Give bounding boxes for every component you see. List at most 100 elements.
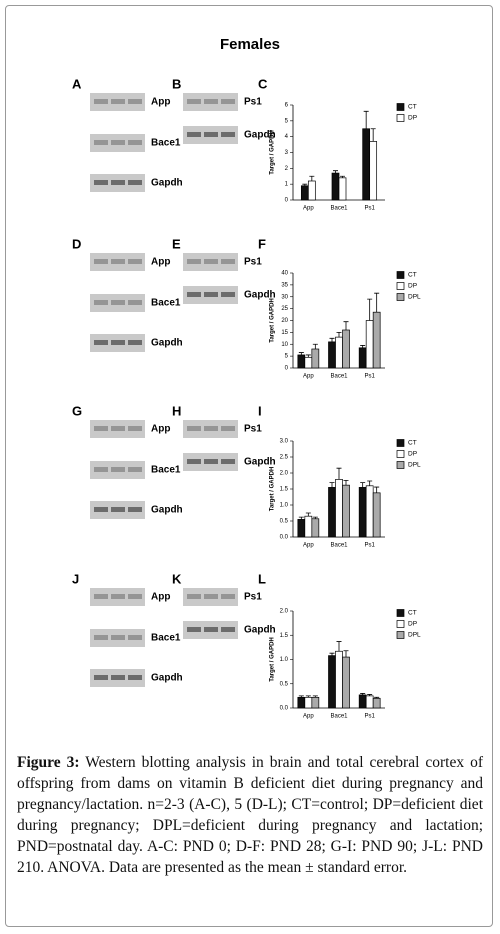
y-tick-label: 2.0 — [280, 609, 289, 615]
blot-band — [128, 507, 142, 512]
y-tick-label: 3.0 — [280, 439, 289, 445]
blot-band — [221, 594, 235, 599]
legend-swatch — [396, 620, 405, 628]
blot-band — [128, 300, 142, 305]
y-tick-label: 0.0 — [280, 706, 289, 712]
error-bar — [333, 170, 338, 174]
blot-band — [94, 507, 108, 512]
error-bar — [374, 486, 380, 493]
y-tick-label: 1.5 — [280, 633, 289, 639]
figure-title: Females — [220, 36, 280, 53]
blot-label: App — [151, 592, 170, 603]
blot-band — [128, 594, 142, 599]
bar — [365, 320, 374, 369]
blot-band — [111, 340, 125, 345]
blot-band — [221, 99, 235, 104]
panel-letter: C — [258, 76, 268, 91]
bar — [342, 656, 350, 709]
y-tick-label: 2.0 — [280, 471, 289, 477]
blot-band — [221, 627, 235, 632]
y-tick-label: 1 — [285, 182, 289, 188]
blot-band — [94, 259, 108, 264]
error-bar — [302, 183, 308, 186]
blot-label: App — [151, 424, 170, 435]
blot-band — [221, 132, 235, 137]
y-tick-label: 20 — [281, 318, 288, 324]
blot-label: Bace1 — [151, 138, 181, 149]
y-tick-label: 0 — [285, 198, 289, 204]
x-tick-label: Ps1 — [364, 714, 375, 720]
blot-band — [204, 259, 218, 264]
blot-label: Gapdh — [151, 338, 183, 349]
y-tick-label: 1.0 — [280, 503, 289, 509]
bar — [307, 180, 316, 201]
panel-letter: E — [172, 236, 181, 251]
blot-band — [94, 426, 108, 431]
error-bar — [329, 482, 335, 488]
blot-band — [111, 594, 125, 599]
bar — [358, 694, 367, 709]
error-bar — [312, 516, 318, 519]
y-tick-label: 2.5 — [280, 455, 289, 461]
legend-swatch — [396, 271, 405, 279]
figure-frame — [5, 5, 493, 927]
y-tick-label: 2 — [285, 166, 289, 172]
blot-band — [111, 426, 125, 431]
blot-band — [204, 459, 218, 464]
x-tick-label: Bace1 — [330, 374, 348, 380]
panel-letter: H — [172, 403, 181, 418]
blot-band — [94, 675, 108, 680]
y-tick-label: 0.5 — [280, 519, 289, 525]
y-tick-label: 25 — [281, 306, 288, 312]
error-bar — [309, 175, 315, 181]
panel-letter: J — [72, 571, 79, 586]
error-bar — [370, 128, 376, 142]
blot-label: Ps1 — [244, 424, 262, 435]
blot-band — [187, 292, 201, 297]
blot-band — [204, 99, 218, 104]
blot-band — [94, 180, 108, 185]
blot-band — [187, 594, 201, 599]
bar — [372, 311, 381, 369]
error-bar — [343, 479, 349, 486]
legend-swatch — [396, 609, 405, 617]
legend-swatch — [396, 293, 405, 301]
legend-swatch — [396, 114, 405, 122]
error-bar — [312, 695, 318, 698]
legend-swatch — [396, 631, 405, 639]
legend-swatch — [396, 450, 405, 458]
blot-band — [187, 459, 201, 464]
blot-label: Ps1 — [244, 97, 262, 108]
bar — [328, 655, 336, 709]
bar — [311, 518, 320, 538]
legend-label: DP — [408, 115, 417, 122]
y-tick-label: 4 — [285, 134, 289, 140]
blot-band — [128, 675, 142, 680]
y-tick-label: 15 — [281, 330, 288, 336]
legend-swatch — [396, 461, 405, 469]
blot-band — [187, 99, 201, 104]
legend-label: DP — [408, 283, 417, 290]
blot-label: Gapdh — [244, 290, 276, 301]
caption-text: Western blotting analysis in brain and t… — [17, 754, 483, 876]
x-tick-label: Bace1 — [330, 543, 348, 549]
y-tick-label: 40 — [281, 271, 288, 277]
blot-band — [128, 467, 142, 472]
bar — [311, 348, 320, 369]
bar — [328, 487, 336, 538]
blot-band — [204, 292, 218, 297]
x-tick-label: App — [303, 714, 314, 720]
error-bar — [374, 292, 380, 313]
bar — [331, 172, 340, 201]
bar — [372, 492, 381, 538]
bar — [365, 485, 374, 538]
bar — [365, 695, 374, 709]
panel-letter: I — [258, 403, 262, 418]
error-bar — [374, 696, 380, 699]
y-tick-label: 0 — [285, 366, 289, 372]
blot-label: Gapdh — [151, 673, 183, 684]
blot-band — [128, 180, 142, 185]
y-tick-label: 5 — [285, 354, 289, 360]
error-bar — [360, 345, 366, 348]
